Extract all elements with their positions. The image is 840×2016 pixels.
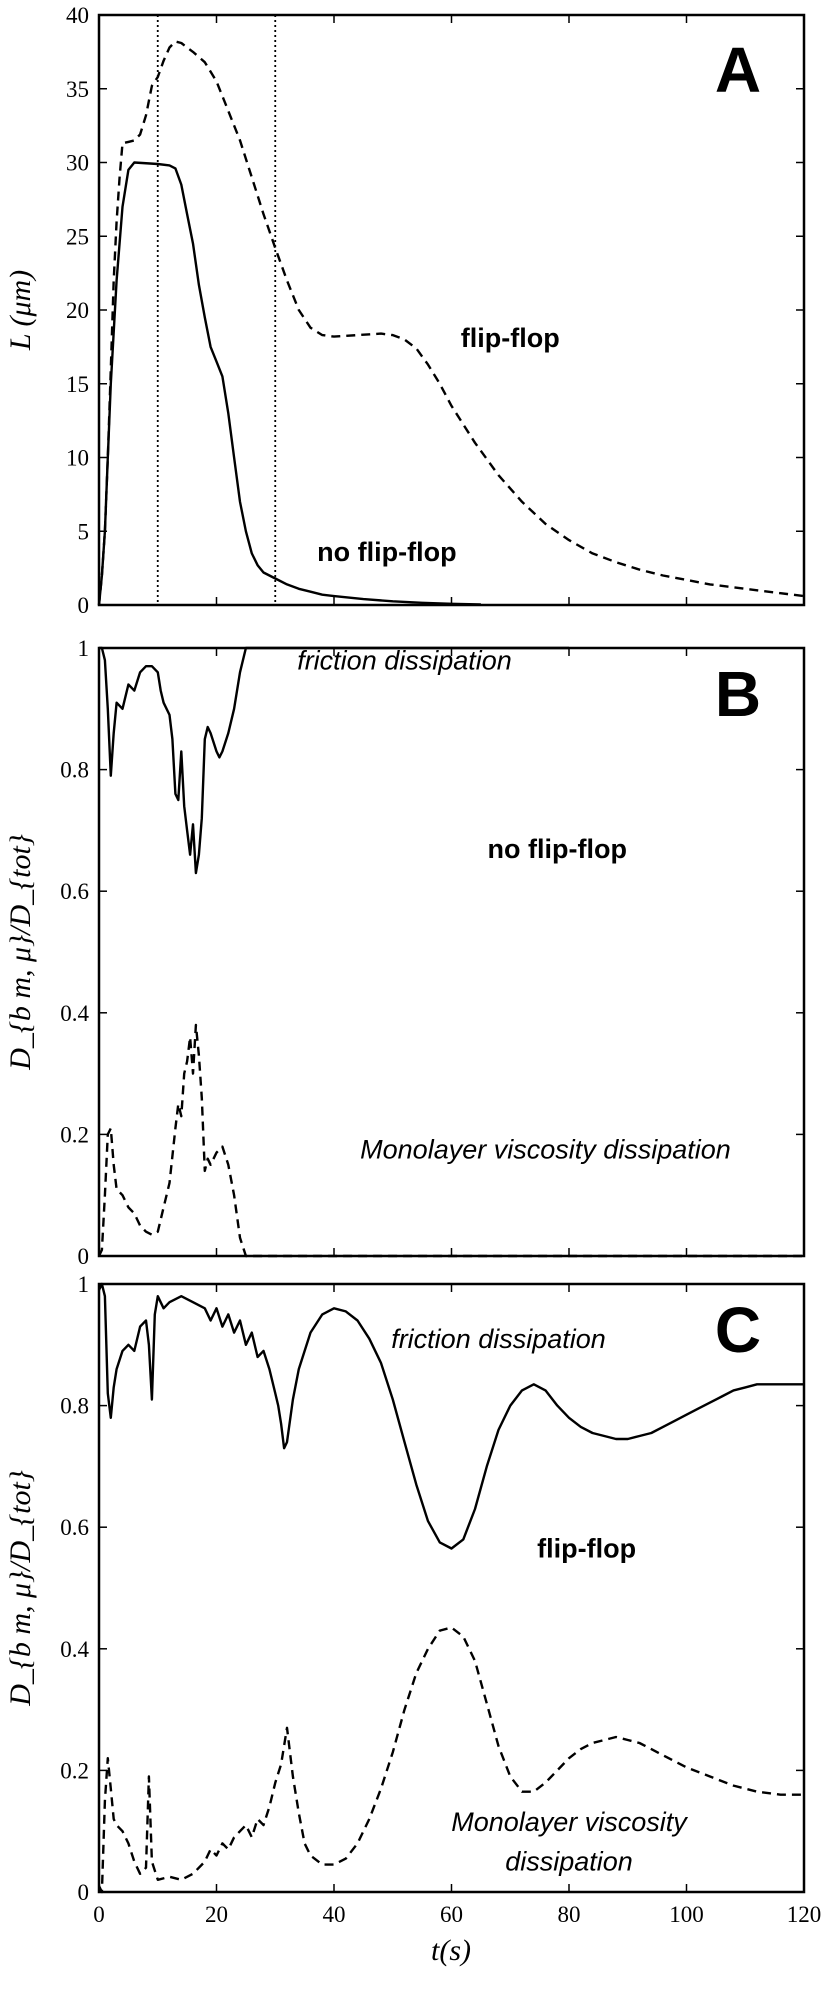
plot-frame-c — [97, 1282, 806, 1894]
plot-frame-a — [97, 13, 806, 607]
annotation-label: dissipation — [505, 1847, 633, 1877]
series-line-friction-dissipation — [99, 646, 569, 875]
y-axis-label-c: D_{b m, μ}/D_{tot} — [4, 1470, 37, 1707]
annotation-label: flip-flop — [537, 1534, 636, 1564]
x-axis-label-c: t(s) — [431, 1934, 471, 1967]
series-line-friction-dissipation — [97, 1282, 804, 1550]
series-line-no-flip-flop — [97, 161, 481, 606]
y-axis-label-a: L (μm) — [4, 270, 37, 351]
y-tick-label: 25 — [66, 224, 89, 249]
x-tick-label: 60 — [440, 1902, 463, 1927]
panel-b: 0 0.2 0.4 0.6 0.8 1 friction dissipation no fl… — [4, 636, 806, 1269]
y-tick-label: 0.8 — [60, 1394, 89, 1419]
annotation-label: Monolayer viscosity — [451, 1807, 688, 1837]
panel-letter-b: B — [715, 658, 761, 730]
y-tick-label: 35 — [66, 77, 89, 102]
x-tick-label: 80 — [558, 1902, 581, 1927]
panel-a: 0 5 10 15 20 25 30 35 40 flip-flop no flip-flop A… — [4, 3, 806, 618]
y-tick-label: 40 — [66, 3, 89, 28]
y-tick-label: 0 — [78, 1880, 90, 1905]
panel-c: 0 0.2 0.4 0.6 0.8 1 0 20 40 60 80 100 120 friction d… — [4, 1272, 821, 1967]
annotation-label: flip-flop — [461, 323, 560, 353]
y-tick-label: 0.8 — [60, 758, 89, 783]
y-tick-label: 1 — [78, 636, 90, 661]
y-tick-label: 20 — [66, 298, 89, 323]
y-tick-label: 30 — [66, 151, 89, 176]
y-tick-label: 0.6 — [60, 1515, 89, 1540]
y-tick-label: 5 — [78, 519, 90, 544]
y-tick-label: 0 — [78, 593, 90, 618]
panel-letter-c: C — [715, 1294, 761, 1366]
x-tick-label: 40 — [323, 1902, 346, 1927]
x-tick-label: 100 — [669, 1902, 704, 1927]
plot-frame-b — [97, 646, 806, 1258]
annotation-label: friction dissipation — [391, 1324, 606, 1354]
annotation-label: no flip-flop — [488, 834, 627, 864]
y-tick-label: 0.4 — [60, 1001, 89, 1026]
y-tick-label: 10 — [66, 446, 89, 471]
y-tick-label: 1 — [78, 1272, 90, 1297]
series-line-flip-flop — [97, 40, 805, 606]
y-tick-label: 0.2 — [60, 1122, 89, 1147]
x-tick-label: 120 — [787, 1902, 822, 1927]
y-tick-label: 0.4 — [60, 1637, 89, 1662]
y-tick-label: 0 — [78, 1244, 90, 1269]
x-tick-label: 0 — [93, 1902, 105, 1927]
y-tick-label: 15 — [66, 372, 89, 397]
series-line-monolayer-viscosity-dissipation — [97, 1626, 804, 1894]
panel-letter-a: A — [715, 34, 761, 106]
y-axis-label-b: D_{b m, μ}/D_{tot} — [4, 834, 37, 1071]
y-tick-label: 0.2 — [60, 1758, 89, 1783]
annotation-label: friction dissipation — [297, 645, 512, 675]
annotation-label: no flip-flop — [317, 537, 456, 567]
y-tick-label: 0.6 — [60, 879, 89, 904]
x-tick-label: 20 — [205, 1902, 228, 1927]
annotation-label: Monolayer viscosity dissipation — [360, 1135, 731, 1165]
